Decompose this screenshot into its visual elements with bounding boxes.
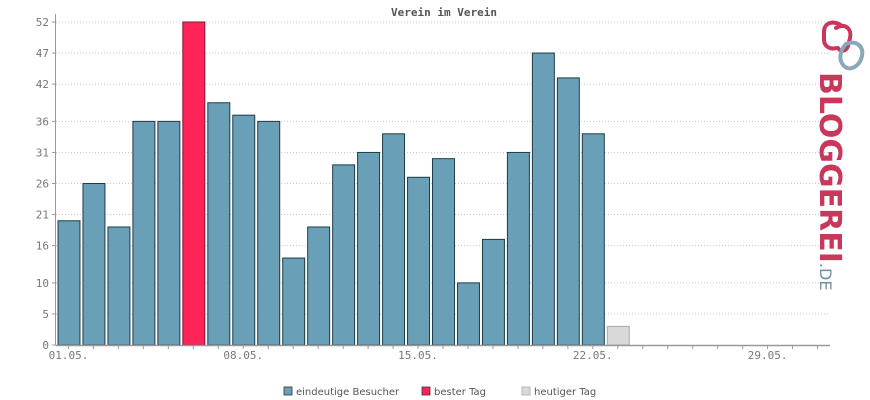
bar bbox=[332, 164, 356, 346]
bar bbox=[382, 133, 406, 346]
bar bbox=[556, 77, 580, 346]
y-tick-label: 47 bbox=[36, 47, 49, 60]
legend-label-today: heutiger Tag bbox=[534, 387, 596, 398]
y-tick-label: 10 bbox=[36, 277, 49, 290]
legend-swatch-best bbox=[421, 386, 431, 396]
bar-best-day bbox=[182, 21, 206, 346]
bar-today bbox=[606, 325, 630, 346]
x-tick-label: 15.05. bbox=[398, 349, 438, 362]
logo-text-main: BLOGGEREI bbox=[812, 72, 847, 263]
bars bbox=[57, 21, 630, 346]
legend: eindeutige Besucher bester Tag heutiger Ta… bbox=[283, 386, 596, 398]
bar bbox=[207, 102, 231, 346]
bar bbox=[581, 133, 605, 346]
bar bbox=[506, 151, 530, 346]
bloggerei-logo-icon bbox=[822, 20, 865, 71]
x-tick-label: 01.05. bbox=[49, 349, 89, 362]
y-tick-label: 52 bbox=[36, 16, 49, 29]
x-tick-label: 22.05. bbox=[573, 349, 613, 362]
logo-text: BLOGGEREI.DE bbox=[812, 72, 847, 290]
legend-label-best: bester Tag bbox=[434, 387, 486, 398]
bar bbox=[481, 238, 505, 346]
x-axis-ticks: 01.05. 08.05. 15.05. 22.05. 29.05. bbox=[49, 345, 819, 362]
bar bbox=[132, 120, 156, 346]
bar bbox=[157, 120, 181, 346]
bar bbox=[407, 176, 431, 346]
legend-label-visitors: eindeutige Besucher bbox=[296, 387, 400, 398]
bar bbox=[357, 151, 381, 346]
y-tick-label: 16 bbox=[36, 240, 49, 253]
x-tick-label: 08.05. bbox=[223, 349, 263, 362]
bar bbox=[307, 226, 331, 346]
chart-title: Verein im Verein bbox=[391, 6, 497, 19]
bar bbox=[456, 282, 480, 346]
logo-text-suffix: .DE bbox=[816, 263, 835, 291]
y-axis-ticks: 0 5 10 16 21 26 31 36 42 47 52 bbox=[36, 16, 56, 352]
bar bbox=[282, 257, 306, 346]
bar bbox=[232, 114, 256, 346]
y-tick-label: 0 bbox=[42, 339, 49, 352]
bar bbox=[107, 226, 131, 346]
y-tick-label: 42 bbox=[36, 78, 49, 91]
x-tick-label: 29.05. bbox=[748, 349, 788, 362]
y-tick-label: 21 bbox=[36, 209, 49, 222]
bar bbox=[432, 158, 455, 346]
bar bbox=[531, 52, 555, 346]
bar bbox=[82, 183, 106, 346]
legend-swatch-today bbox=[521, 386, 531, 396]
y-tick-label: 26 bbox=[36, 178, 49, 191]
y-tick-label: 5 bbox=[42, 308, 49, 321]
y-tick-label: 31 bbox=[36, 146, 49, 159]
bar bbox=[257, 120, 281, 346]
legend-swatch-visitors bbox=[283, 386, 293, 396]
bar bbox=[57, 220, 81, 346]
y-tick-label: 36 bbox=[36, 115, 49, 128]
bloggerei-logo: BLOGGEREI.DE bbox=[812, 20, 865, 290]
